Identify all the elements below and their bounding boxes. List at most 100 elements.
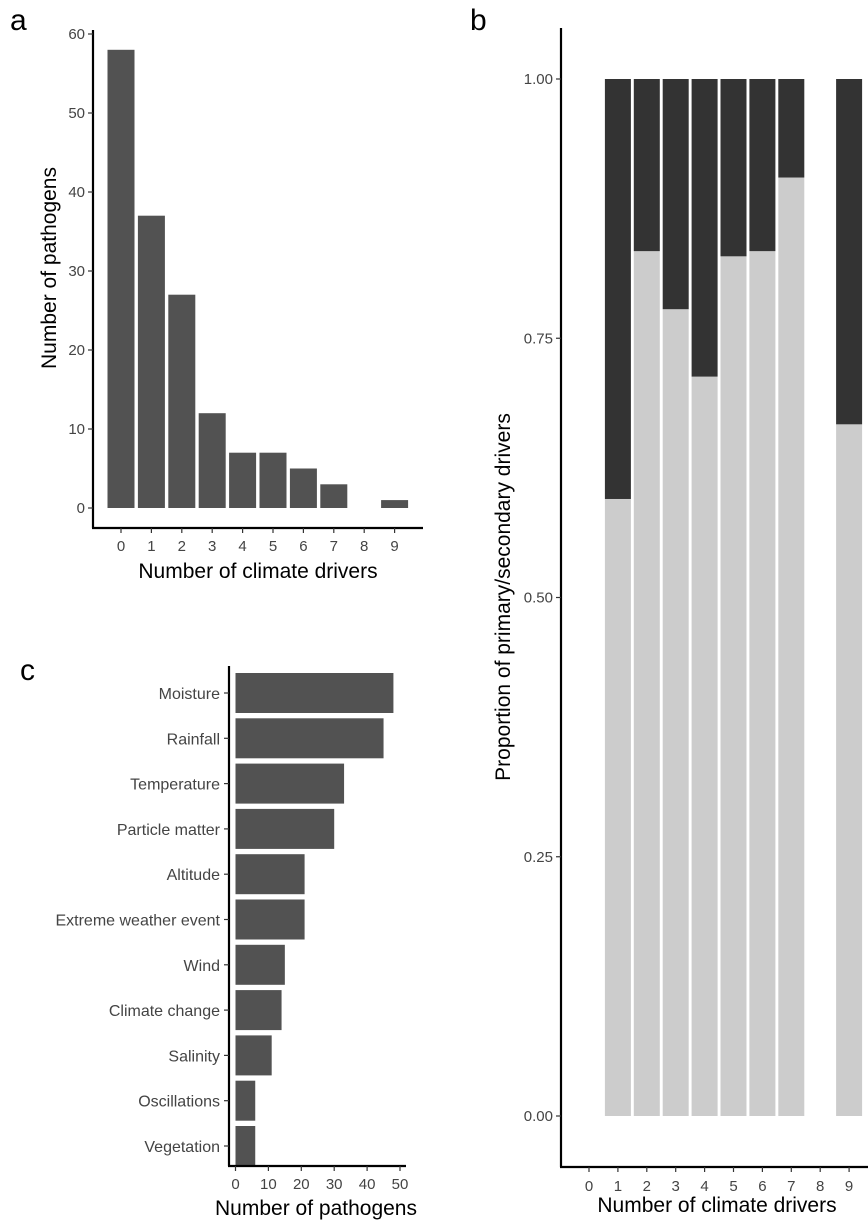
panel-c-bar	[236, 673, 394, 713]
panel-c-bar	[236, 990, 282, 1030]
panel-a-x-tick-label: 6	[299, 538, 307, 555]
panel-b-x-tick-label: 3	[672, 1178, 680, 1195]
panel-a-y-tick-label: 30	[68, 263, 85, 280]
panel-a-bar	[199, 413, 226, 508]
panel-b-y-tick-label: 1.00	[524, 71, 553, 88]
panel-c-bar	[236, 945, 285, 985]
panel-c-bar	[236, 854, 305, 894]
panel-b-x-tick-label: 2	[643, 1178, 651, 1195]
panel-a-y-tick-label: 20	[68, 342, 85, 359]
panel-c-category-label: Moisture	[159, 686, 220, 703]
panel-c-category-ticks: Moisture Rainfall Temperature Particle matt…	[55, 686, 229, 1156]
panel-b-bar-segment-secondary	[605, 79, 631, 499]
panel-c-category-label: Wind	[184, 958, 220, 975]
panel-a-bar	[229, 453, 256, 508]
panel-c-x-tick-label: 40	[359, 1176, 376, 1193]
panel-c-category-label: Extreme weather event	[55, 913, 220, 930]
panel-c-x-tick-label: 0	[231, 1176, 239, 1193]
panel-b-x-tick-label: 0	[585, 1178, 593, 1195]
panel-b-bar-segment-secondary	[721, 79, 747, 256]
panel-b-y-axis-title: Proportion of primary/secondary drivers	[492, 413, 515, 781]
panel-b-y-tick-label: 0.75	[524, 330, 553, 347]
panel-a-bar	[168, 295, 195, 508]
panel-a-x-tick-label: 1	[147, 538, 155, 555]
panel-c-bar	[236, 1081, 256, 1121]
panel-b-y-tick-label: 0.50	[524, 590, 553, 607]
panel-c-category-label: Salinity	[168, 1048, 220, 1065]
panel-b-bars	[605, 79, 862, 1116]
panel-a-chart: 0 10 20 30 40 50 60 0 1 2 3 4 5 6 7 8 9 Number of clima…	[38, 26, 423, 583]
panel-c-x-tick-label: 50	[392, 1176, 409, 1193]
panel-letter-c: c	[20, 654, 35, 687]
panel-b-bar-segment-primary	[778, 178, 804, 1116]
panel-a-bars	[108, 50, 409, 508]
panel-b-x-tick-label: 7	[787, 1178, 795, 1195]
panel-b-x-ticks: 0 1 2 3 4 5 6 7 8 9	[585, 1167, 853, 1195]
panel-b-bar-segment-secondary	[692, 79, 718, 377]
panel-a-x-tick-label: 8	[360, 538, 368, 555]
panel-b-y-tick-label: 0.25	[524, 849, 553, 866]
panel-b-y-ticks: 0.00 0.25 0.50 0.75 1.00	[524, 71, 561, 1125]
panel-b-x-tick-label: 8	[816, 1178, 824, 1195]
panel-a-bar	[320, 484, 347, 508]
panel-b-bar-segment-primary	[605, 499, 631, 1116]
panel-b-bar-segment-secondary	[836, 79, 862, 424]
panel-b-x-tick-label: 4	[700, 1178, 708, 1195]
panel-c-bar	[236, 718, 384, 758]
panel-a-x-tick-label: 2	[178, 538, 186, 555]
panel-c-category-label: Particle matter	[117, 822, 221, 839]
panel-b-bar-segment-secondary	[634, 79, 660, 251]
panel-a-x-tick-label: 5	[269, 538, 277, 555]
panel-c-bar	[236, 1126, 256, 1166]
panel-c-category-label: Rainfall	[167, 731, 220, 748]
panel-a-x-axis-title: Number of climate drivers	[138, 560, 377, 583]
panel-b-bar-segment-primary	[634, 251, 660, 1116]
panel-a-y-tick-label: 0	[77, 500, 85, 517]
panel-a-bar	[381, 500, 408, 508]
panel-b-x-tick-label: 1	[614, 1178, 622, 1195]
panel-b-bar-segment-secondary	[663, 79, 689, 309]
panel-a-x-tick-label: 3	[208, 538, 216, 555]
panel-b-x-axis-title: Number of climate drivers	[597, 1194, 836, 1217]
panel-a-y-tick-label: 60	[68, 26, 85, 43]
panel-a-y-ticks: 0 10 20 30 40 50 60	[68, 26, 93, 517]
panel-b-x-tick-label: 5	[729, 1178, 737, 1195]
panel-letter-a: a	[10, 4, 27, 37]
panel-a-y-axis-title: Number of pathogens	[38, 167, 61, 369]
panel-a-bar	[290, 469, 317, 509]
panel-c-category-label: Vegetation	[144, 1139, 220, 1156]
panel-a-x-tick-label: 7	[330, 538, 338, 555]
panel-b-bar-segment-secondary	[749, 79, 775, 251]
panel-a-y-tick-label: 40	[68, 184, 85, 201]
panel-b-bar-segment-primary	[721, 256, 747, 1116]
panel-a-x-tick-label: 9	[390, 538, 398, 555]
panel-c-bar	[236, 764, 345, 804]
panel-c-category-label: Temperature	[130, 777, 220, 794]
panel-b-bar-segment-primary	[692, 377, 718, 1116]
panel-a-x-tick-label: 0	[117, 538, 125, 555]
panel-c-category-label: Climate change	[109, 1003, 220, 1020]
panel-c-x-ticks: 0 10 20 30 40 50	[231, 1166, 408, 1193]
panel-b-chart: 0.00 0.25 0.50 0.75 1.00 0 1 2 3 4 5 6 7 8 9 Number o…	[492, 28, 868, 1217]
panel-b-y-tick-label: 0.00	[524, 1108, 553, 1125]
panel-letter-b: b	[470, 4, 487, 37]
panel-b-x-tick-label: 9	[845, 1178, 853, 1195]
panel-a-bar	[260, 453, 287, 508]
panel-c-bar	[236, 900, 305, 940]
panel-b-x-tick-label: 6	[758, 1178, 766, 1195]
panel-a-bar	[108, 50, 135, 508]
panel-c-bar	[236, 1035, 272, 1075]
panel-a-bar	[138, 216, 165, 508]
panel-c-x-tick-label: 10	[260, 1176, 277, 1193]
panel-c-x-tick-label: 30	[326, 1176, 343, 1193]
panel-c-x-axis-title: Number of pathogens	[215, 1197, 417, 1220]
panel-b-bar-segment-secondary	[778, 79, 804, 178]
panel-b-bar-segment-primary	[749, 251, 775, 1116]
panel-c-bars	[236, 673, 394, 1166]
panel-b-bar-segment-primary	[663, 309, 689, 1116]
panel-c-x-tick-label: 20	[293, 1176, 310, 1193]
panel-c-category-label: Altitude	[167, 867, 220, 884]
panel-a-x-tick-label: 4	[238, 538, 246, 555]
panel-c-category-label: Oscillations	[138, 1094, 220, 1111]
